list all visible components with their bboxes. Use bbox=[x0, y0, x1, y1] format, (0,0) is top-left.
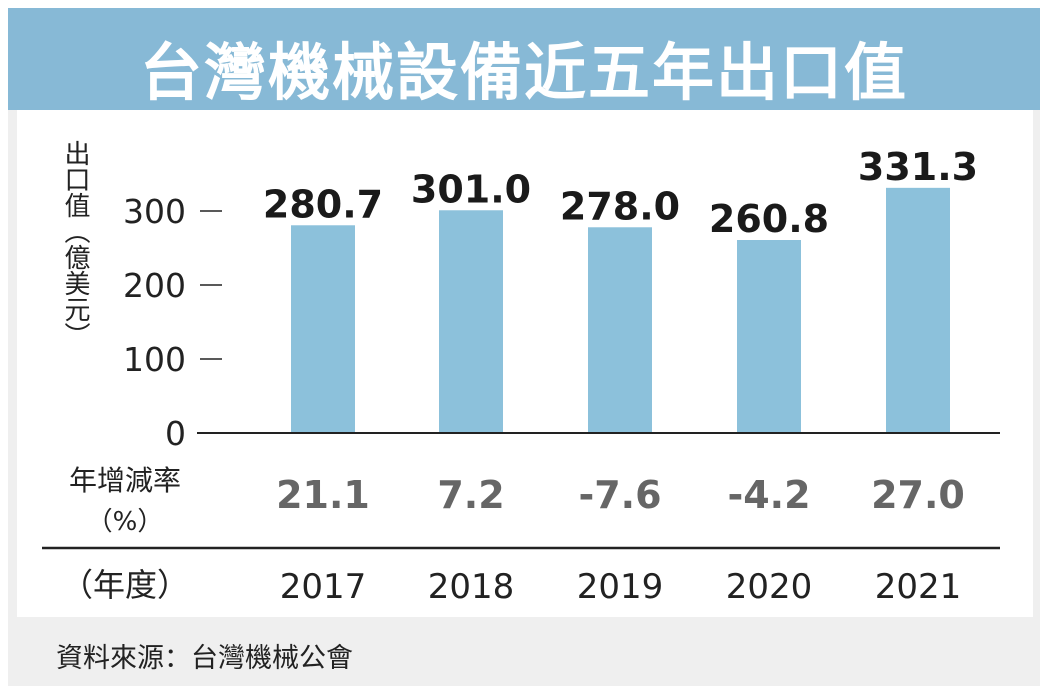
growth-rate-label: 年增減率 bbox=[69, 464, 181, 497]
y-tick-label: 300 bbox=[123, 192, 186, 231]
x-tick-label: 2020 bbox=[726, 567, 813, 607]
source-note: 資料來源：台灣機械公會 bbox=[56, 643, 353, 674]
growth-rate-value: 21.1 bbox=[276, 473, 370, 517]
title-bar: 台灣機械設備近五年出口值 bbox=[8, 8, 1040, 110]
growth-rate-value: -4.2 bbox=[727, 473, 810, 517]
bar-value-label: 260.8 bbox=[709, 197, 829, 241]
x-tick-label: 2019 bbox=[577, 567, 664, 607]
growth-rate-value: -7.6 bbox=[578, 473, 661, 517]
bar-2019 bbox=[588, 227, 652, 433]
bar-2017 bbox=[291, 225, 355, 433]
y-axis-label: 出口值（億美元） bbox=[60, 140, 90, 348]
y-tick-label: 0 bbox=[165, 414, 186, 453]
chart-panel bbox=[17, 110, 1033, 617]
growth-rate-value: 27.0 bbox=[871, 473, 965, 517]
bar-value-label: 278.0 bbox=[560, 184, 680, 228]
bar-2018 bbox=[439, 210, 503, 433]
x-axis-label: （年度） bbox=[61, 566, 189, 604]
y-tick-label: 100 bbox=[123, 340, 186, 379]
bar-2020 bbox=[737, 240, 801, 433]
bar-2021 bbox=[886, 187, 950, 433]
x-tick-label: 2017 bbox=[280, 567, 367, 607]
bar-value-label: 301.0 bbox=[411, 167, 531, 211]
growth-rate-unit: （%） bbox=[87, 507, 164, 537]
chart-title: 台灣機械設備近五年出口值 bbox=[139, 36, 908, 109]
y-tick-label: 200 bbox=[123, 266, 186, 305]
bar-value-label: 331.3 bbox=[858, 145, 978, 189]
growth-rate-value: 7.2 bbox=[437, 473, 504, 517]
bar-value-label: 280.7 bbox=[263, 182, 383, 226]
x-tick-label: 2021 bbox=[875, 567, 962, 607]
x-tick-label: 2018 bbox=[428, 567, 515, 607]
